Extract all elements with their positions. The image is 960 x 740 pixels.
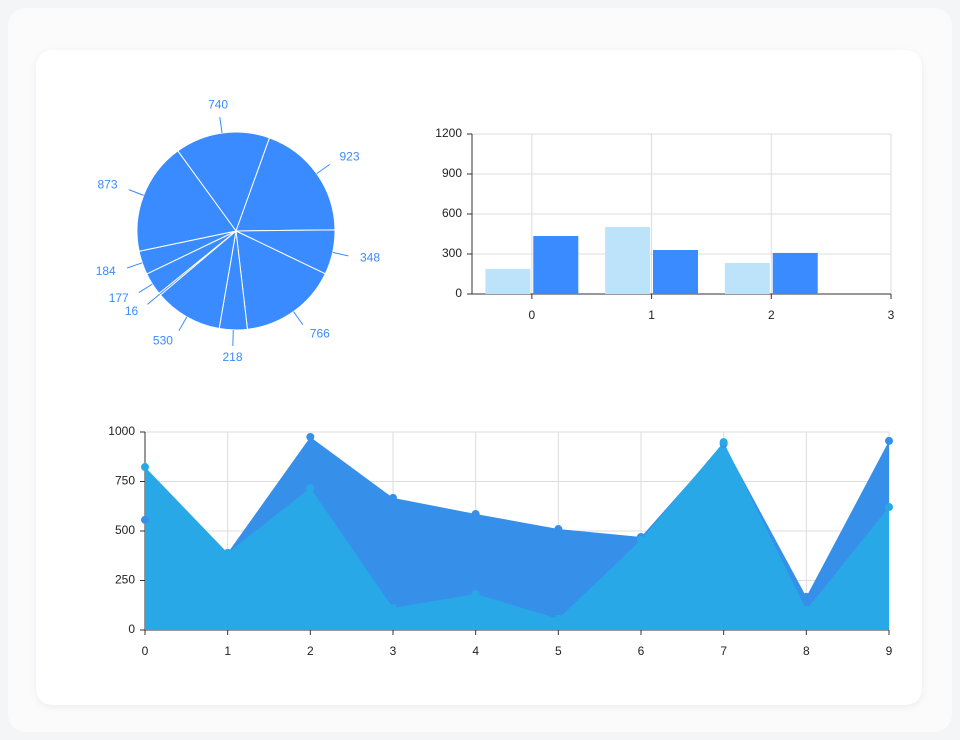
x-tick-label: 3	[888, 308, 895, 322]
x-tick-label: 3	[390, 644, 397, 658]
x-tick-label: 4	[472, 644, 479, 658]
bar	[605, 226, 651, 294]
bar	[533, 236, 579, 294]
x-tick-label: 8	[803, 644, 810, 658]
pie-label: 16	[125, 304, 139, 318]
leader-line	[219, 117, 223, 134]
x-tick-label: 0	[142, 644, 149, 658]
leader-line	[138, 283, 153, 293]
point	[471, 509, 480, 518]
point	[719, 438, 728, 447]
leader-line	[126, 262, 143, 269]
point	[554, 614, 563, 623]
y-tick-label: 750	[115, 474, 135, 488]
bar	[653, 250, 699, 294]
x-tick-label: 5	[555, 644, 562, 658]
pie-label: 530	[153, 333, 173, 347]
point	[141, 463, 149, 472]
leader-line	[147, 293, 161, 305]
pie-label: 218	[222, 350, 242, 364]
leader-line	[316, 163, 331, 175]
pie-slice	[159, 229, 237, 330]
x-tick-label: 7	[720, 644, 727, 658]
x-tick-label: 0	[529, 308, 536, 322]
point	[802, 592, 811, 601]
x-tick-label: 2	[307, 644, 314, 658]
y-tick-label: 500	[115, 523, 135, 537]
point	[223, 548, 232, 557]
y-tick-label: 600	[442, 206, 462, 220]
pie-label: 177	[109, 291, 129, 305]
leader-line	[128, 189, 144, 196]
point	[802, 606, 811, 615]
x-tick-label: 1	[224, 644, 231, 658]
bar	[772, 252, 818, 294]
pie-label: 184	[96, 264, 116, 278]
leader-line	[178, 316, 188, 332]
pie-label: 923	[340, 150, 360, 164]
pie-label: 766	[310, 327, 330, 341]
point	[141, 515, 149, 524]
leader-line	[332, 251, 349, 257]
point	[554, 525, 563, 534]
x-tick-label: 1	[648, 308, 655, 322]
y-tick-label: 250	[115, 573, 135, 587]
y-tick-label: 1000	[108, 424, 135, 438]
point	[885, 503, 893, 512]
pie-label: 348	[360, 251, 380, 265]
point	[885, 436, 893, 445]
point	[637, 535, 645, 544]
y-tick-label: 300	[442, 246, 462, 260]
leader-line	[293, 311, 304, 325]
point	[306, 484, 315, 493]
y-tick-label: 1200	[435, 126, 462, 140]
pie-label: 740	[208, 97, 228, 111]
x-tick-label: 9	[886, 644, 893, 658]
point	[389, 604, 397, 613]
point	[306, 432, 315, 441]
y-tick-label: 900	[442, 166, 462, 180]
x-tick-label: 6	[638, 644, 645, 658]
bar	[485, 268, 531, 294]
pie-slice	[235, 230, 326, 330]
x-tick-label: 2	[768, 308, 775, 322]
point	[471, 589, 480, 598]
pie-slice	[235, 137, 336, 232]
pie-label: 873	[97, 177, 117, 191]
bar	[724, 262, 770, 294]
point	[389, 493, 397, 502]
y-tick-label: 0	[455, 286, 462, 300]
y-tick-label: 0	[128, 622, 135, 636]
area	[145, 442, 889, 630]
